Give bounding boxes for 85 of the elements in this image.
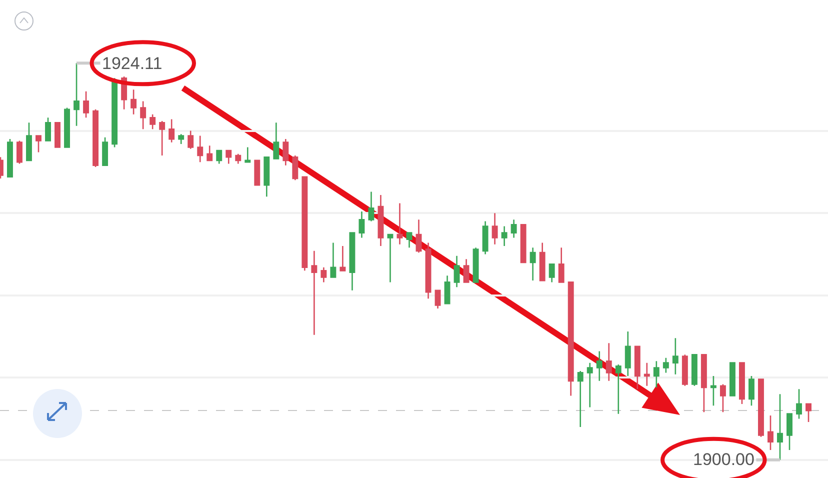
candlestick (302, 176, 308, 272)
candlestick (178, 133, 184, 145)
candlestick (710, 375, 716, 406)
candlestick (188, 130, 194, 150)
candlestick (387, 234, 394, 283)
candlestick (558, 246, 564, 283)
annotation: 1900.00 (693, 450, 754, 469)
candlestick (64, 107, 70, 148)
candlestick (358, 210, 365, 238)
candlestick (606, 342, 612, 382)
candlestick (416, 219, 422, 254)
candlestick (691, 354, 698, 387)
candlestick (454, 255, 460, 288)
candlestick (510, 219, 517, 238)
candlestick (492, 212, 498, 245)
candlestick (320, 266, 327, 283)
candlestick (530, 246, 536, 282)
candlestick (92, 108, 99, 168)
candlestick (700, 354, 707, 413)
candlestick (796, 388, 802, 420)
candlestick (634, 346, 640, 390)
candlestick (672, 337, 678, 375)
candlestick (254, 160, 260, 186)
candlestick (36, 135, 42, 153)
candlestick (653, 360, 660, 388)
candlestick (168, 118, 175, 143)
candlestick (349, 232, 356, 292)
candlestick (501, 226, 508, 247)
candlestick (482, 220, 488, 255)
candlestick (26, 122, 32, 162)
candlestick (74, 62, 80, 127)
candlestick (206, 144, 213, 162)
candlestick (197, 135, 204, 163)
candlestick (273, 122, 280, 160)
candlestick (758, 378, 764, 438)
candlestick (768, 414, 774, 451)
candlestick (150, 114, 156, 130)
candlestick (130, 89, 137, 116)
candlestick (282, 138, 289, 166)
candlestick (340, 245, 346, 272)
candlestick (520, 224, 526, 264)
candlestick (729, 362, 736, 396)
candlestick (226, 150, 232, 164)
annotation: 1924.11 (102, 54, 162, 73)
candlestick (425, 242, 432, 300)
candlestick (624, 330, 631, 377)
candlestick (738, 362, 745, 405)
candlestick (378, 194, 384, 247)
candlestick (596, 350, 602, 382)
candlestick (586, 362, 593, 408)
candlestick (102, 136, 108, 166)
candlestick (720, 384, 726, 413)
candlestick (54, 122, 60, 148)
candlestick (140, 100, 146, 130)
candlestick (292, 154, 298, 181)
candlestick (434, 290, 441, 310)
candlestick (159, 120, 166, 156)
candlestick (577, 370, 584, 428)
candlestick (311, 250, 318, 336)
candlestick (786, 413, 792, 451)
candlestick (539, 242, 546, 282)
candlestick (7, 138, 13, 178)
candlestick (662, 357, 669, 374)
candlestick (463, 258, 470, 283)
candlestick (330, 242, 336, 278)
candlestick (235, 153, 242, 164)
candlestick (682, 354, 688, 387)
candlestick (16, 140, 22, 164)
candlestick (396, 202, 403, 245)
candlestick (806, 403, 812, 423)
candlestick (472, 246, 479, 283)
candlestick (568, 282, 574, 396)
candlestick (216, 150, 222, 164)
candlestick (45, 117, 51, 142)
candlestick (615, 364, 622, 414)
candlestick (368, 191, 374, 222)
candlestick (548, 263, 555, 283)
candlestick (264, 156, 270, 198)
candlestick (406, 232, 412, 248)
candlestick (644, 362, 650, 387)
candlestick (83, 90, 90, 118)
candlestick (777, 393, 783, 461)
candlestick (748, 375, 754, 406)
candlestick (444, 274, 450, 304)
candlestick (244, 146, 251, 163)
